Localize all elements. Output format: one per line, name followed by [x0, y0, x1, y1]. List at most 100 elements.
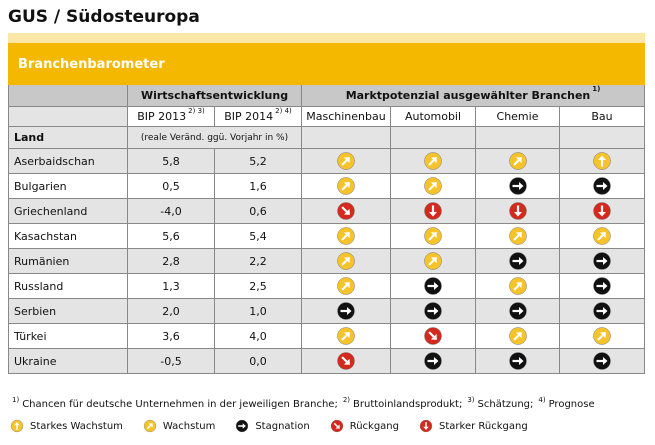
column-header-text: BIP 2013	[137, 110, 187, 123]
legend-label: Starker Rückgang	[439, 420, 528, 432]
trend-cell: Wachstum	[391, 249, 476, 274]
trend-cell: Wachstum	[302, 224, 391, 249]
trend-icon: Stagnation	[508, 352, 527, 370]
row-header: Land	[8, 127, 128, 149]
cell	[302, 127, 391, 149]
trend-cell: Wachstum	[560, 224, 645, 249]
trend-cell: Wachstum	[476, 274, 560, 299]
trend-cell: Wachstum	[391, 149, 476, 174]
trend-icon: Wachstum	[508, 227, 527, 245]
trend-cell: Wachstum	[302, 274, 391, 299]
trend-icon: Wachstum	[337, 327, 355, 345]
group-header-text: Marktpotenzial ausgewählter Branchen	[345, 89, 591, 102]
trend-cell: Wachstum	[302, 249, 391, 274]
legend-label: Wachstum	[162, 420, 216, 432]
trend-icon: Wachstum	[508, 277, 527, 295]
header-cell	[8, 85, 128, 107]
country: Aserbaidschan	[8, 149, 128, 174]
trend-icon: Wachstum	[337, 177, 355, 195]
trend-icon: Stagnation	[508, 302, 527, 320]
trend-cell: Stagnation	[476, 299, 560, 324]
value: 4,0	[215, 324, 302, 349]
trend-icon: Starker Rückgang	[508, 202, 527, 220]
footnote-text: Prognose	[548, 398, 595, 410]
trend-icon: Starker Rückgang	[593, 202, 611, 220]
value: 2,2	[215, 249, 302, 274]
column-header: Bau	[560, 107, 645, 127]
trend-cell: Wachstum	[391, 174, 476, 199]
trend-icon: Rückgang	[337, 202, 355, 220]
trend-icon: Stagnation	[593, 302, 611, 320]
country: Serbien	[8, 299, 128, 324]
trend-icon: Stagnation	[424, 277, 442, 295]
footnote-mark: 2) 4)	[275, 107, 292, 115]
trend-cell: Rückgang	[391, 324, 476, 349]
country: Russland	[8, 274, 128, 299]
trend-icon: Stagnation	[424, 352, 442, 370]
trend-cell: Wachstum	[476, 324, 560, 349]
trend-icon: Wachstum	[424, 252, 442, 270]
trend-icon: Wachstum	[337, 252, 355, 270]
value: 5,2	[215, 149, 302, 174]
trend-icon: Wachstum	[593, 227, 611, 245]
column-header: Automobil	[391, 107, 476, 127]
trend-cell: Stagnation	[560, 349, 645, 374]
country: Kasachstan	[8, 224, 128, 249]
trend-cell: Stagnation	[302, 299, 391, 324]
trend-cell: Stagnation	[391, 349, 476, 374]
unit-note: (reale Veränd. ggü. Vorjahr in %)	[128, 127, 302, 149]
trend-icon: Stagnation	[508, 252, 527, 270]
trend-icon: Rückgang	[337, 352, 355, 370]
trend-icon: Stagnation	[337, 302, 355, 320]
trend-icon: Wachstum	[593, 327, 611, 345]
column-header: Maschinenbau	[302, 107, 391, 127]
column-header: BIP 2013 2) 3)	[128, 107, 215, 127]
trend-icon: Wachstum	[337, 227, 355, 245]
trend-cell: Stagnation	[560, 174, 645, 199]
trend-cell: Wachstum	[302, 324, 391, 349]
trend-cell: Wachstum	[560, 324, 645, 349]
trend-icon: Stagnation	[424, 302, 442, 320]
trend-cell: Stagnation	[560, 299, 645, 324]
trend-icon: Wachstum	[424, 227, 442, 245]
trend-icon: Rückgang	[424, 327, 442, 345]
trend-icon: Stagnation	[508, 177, 527, 195]
trend-cell: Stagnation	[560, 274, 645, 299]
trend-cell: Stagnation	[476, 349, 560, 374]
trend-icon: Starkes Wachstum	[593, 152, 611, 170]
band-top	[8, 33, 645, 43]
country: Griechenland	[8, 199, 128, 224]
trend-cell: Rückgang	[302, 199, 391, 224]
trend-icon: Starker Rückgang	[424, 202, 442, 220]
footnotes: 1) Chancen für deutsche Unternehmen in de…	[10, 396, 650, 412]
trend-cell: Stagnation	[391, 299, 476, 324]
footnote-text: Schätzung;	[477, 398, 534, 410]
trend-icon: Wachstum	[337, 152, 355, 170]
trend-cell: Stagnation	[476, 174, 560, 199]
trend-cell: Stagnation	[560, 249, 645, 274]
trend-icon: Stagnation	[593, 352, 611, 370]
value: 2,5	[215, 274, 302, 299]
country: Rumänien	[8, 249, 128, 274]
trend-cell: Starker Rückgang	[560, 199, 645, 224]
value: 0,5	[128, 174, 215, 199]
rule	[8, 85, 9, 374]
footnote-mark: 2)	[342, 396, 351, 404]
legend-label: Starkes Wachstum	[30, 420, 123, 432]
trend-cell: Starker Rückgang	[476, 199, 560, 224]
value: 1,0	[215, 299, 302, 324]
footnote-mark: 1)	[592, 85, 601, 93]
legend-label: Stagnation	[255, 420, 310, 432]
country: Ukraine	[8, 349, 128, 374]
value: -0,5	[128, 349, 215, 374]
country: Bulgarien	[8, 174, 128, 199]
trend-icon: Wachstum	[424, 152, 442, 170]
value: 5,4	[215, 224, 302, 249]
trend-icon: Wachstum	[143, 419, 157, 433]
trend-icon: Starkes Wachstum	[10, 419, 24, 433]
trend-icon: Wachstum	[424, 177, 442, 195]
trend-icon: Stagnation	[593, 277, 611, 295]
trend-cell: Stagnation	[476, 249, 560, 274]
column-header: BIP 2014 2) 4)	[215, 107, 302, 127]
value: 2,8	[128, 249, 215, 274]
